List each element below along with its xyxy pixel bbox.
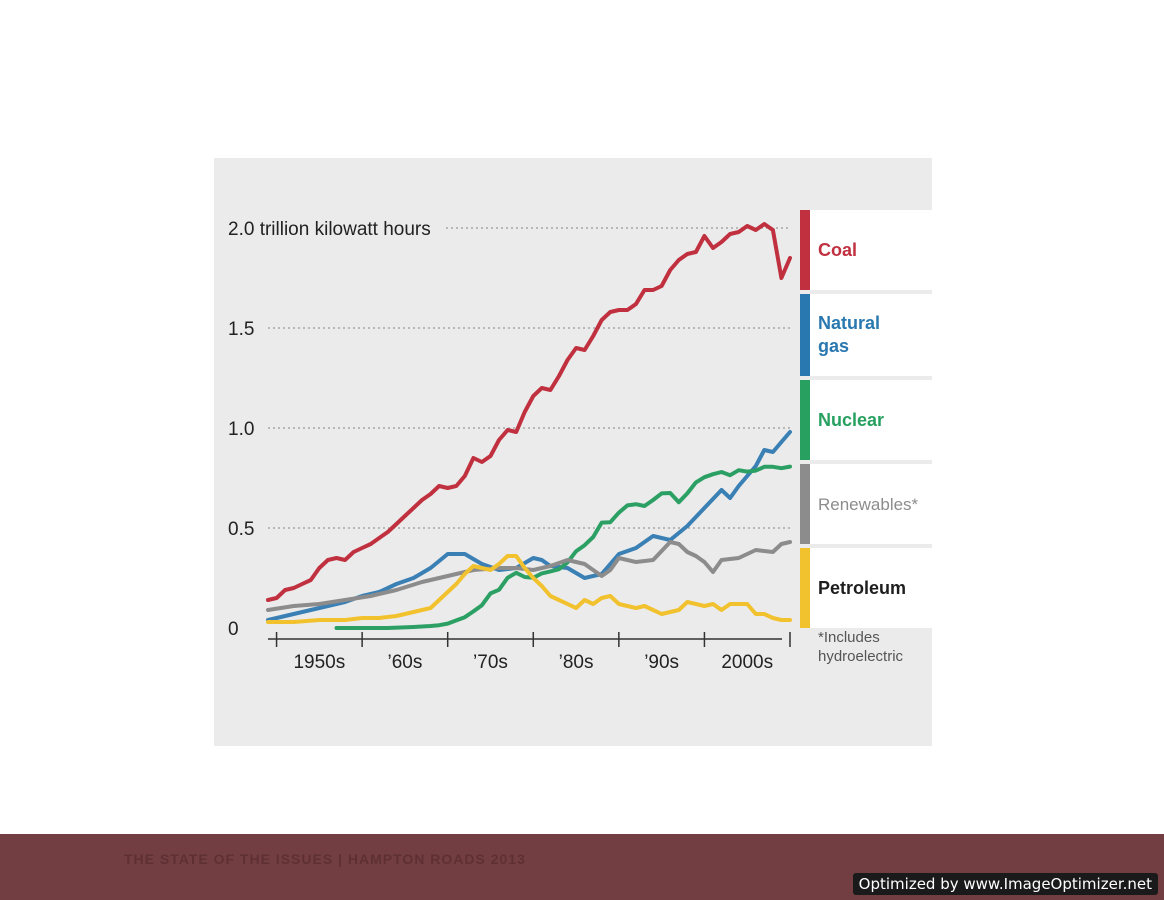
legend-swatch-renewables <box>800 464 810 544</box>
y-tick-label: 0 <box>228 619 239 640</box>
watermark: Optimized by www.ImageOptimizer.net <box>852 873 1158 895</box>
legend-swatch-petroleum <box>800 548 810 628</box>
series-line-natural-gas <box>266 430 792 622</box>
footnote-line-2: hydroelectric <box>818 648 904 665</box>
legend-item-coal: Coal <box>800 210 932 290</box>
legend-swatch-coal <box>800 210 810 290</box>
legend-label-renewables: Renewables* <box>818 494 919 514</box>
series-line-petroleum <box>266 554 792 624</box>
y-tick-label: 0.5 <box>228 519 254 540</box>
legend-item-petroleum: Petroleum <box>800 548 932 628</box>
chart-plot: 0 0.5 1.0 1.5 2.0 trillion kilowatt hours 195… <box>228 219 792 673</box>
legend-item-renewables: Renewables* <box>800 464 932 544</box>
legend-label-petroleum: Petroleum <box>818 577 907 598</box>
x-tick-label: ’60s <box>387 652 422 673</box>
legend-item-natural-gas: Natural gas <box>800 294 932 376</box>
series-line-renewables <box>266 540 792 612</box>
legend-swatch-natural-gas <box>800 294 810 376</box>
footnote: *Includes hydroelectric <box>818 628 928 666</box>
series-line-coal <box>266 222 792 602</box>
legend-label-coal: Coal <box>818 239 858 260</box>
x-tick-label: 1950s <box>293 652 345 673</box>
legend-label-nuclear: Nuclear <box>818 409 885 430</box>
x-tick-label: ’70s <box>473 652 508 673</box>
x-tick-label: ’90s <box>644 652 679 673</box>
y-tick-label: 1.5 <box>228 319 254 340</box>
x-tick-label: ’80s <box>559 652 594 673</box>
x-tick-label: 2000s <box>721 652 773 673</box>
footer-text: THE STATE OF THE ISSUES | HAMPTON ROADS … <box>124 851 526 867</box>
series-line-nuclear <box>334 464 792 630</box>
footer-band: THE STATE OF THE ISSUES | HAMPTON ROADS … <box>0 834 1164 900</box>
legend-swatch-nuclear <box>800 380 810 460</box>
y-axis-title: 2.0 trillion kilowatt hours <box>228 219 431 240</box>
y-tick-label: 1.0 <box>228 419 254 440</box>
legend-item-nuclear: Nuclear <box>800 380 932 460</box>
footnote-line-1: *Includes <box>818 629 880 646</box>
chart-panel: 0 0.5 1.0 1.5 2.0 trillion kilowatt hours 195… <box>214 158 932 746</box>
legend-label-natural-gas: Natural gas <box>818 313 881 356</box>
